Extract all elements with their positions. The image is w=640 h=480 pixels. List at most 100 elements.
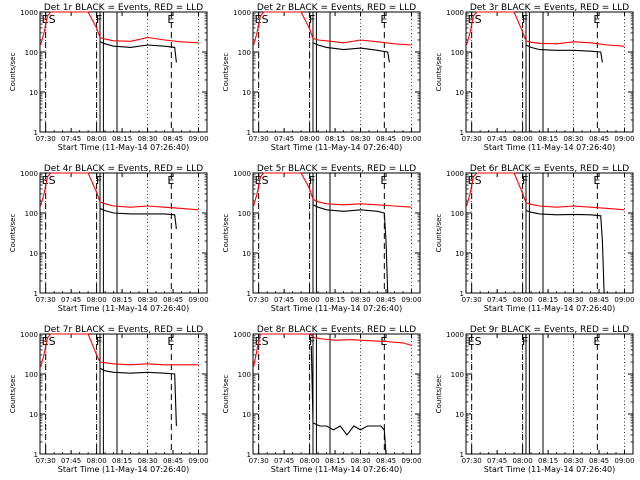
- y-tick-label: 1: [460, 129, 464, 137]
- panel-det-3: Det 3r BLACK = Events, RED = LLD 07:30 07:…: [435, 3, 635, 152]
- x-tick-label: 09:00: [614, 457, 634, 465]
- y-tick-label: 1000: [233, 331, 251, 339]
- x-tick-label: 08:00: [513, 296, 533, 304]
- panel-title: Det 7r BLACK = Events, RED = LLD: [44, 325, 203, 335]
- y-tick-label: 1: [34, 451, 38, 459]
- series-line: [525, 210, 605, 294]
- x-axis-label: Start Time (11-May-14 07:26:40): [484, 143, 615, 152]
- y-tick-label: 1000: [446, 9, 464, 17]
- x-tick-label: 08:00: [300, 457, 320, 465]
- y-tick-label: 1: [247, 290, 251, 298]
- y-tick-label: 100: [25, 49, 38, 57]
- x-tick-label: 09:00: [401, 296, 421, 304]
- series-line: [525, 44, 603, 63]
- x-axis-label: Start Time (11-May-14 07:26:40): [58, 304, 189, 313]
- y-tick-label: 10: [455, 89, 464, 97]
- x-tick-label: 08:30: [563, 296, 583, 304]
- plot-frame: [465, 333, 634, 455]
- panel-det-6: Det 6r BLACK = Events, RED = LLD 07:30 07:…: [435, 164, 635, 313]
- y-axis-label: Counts/sec: [435, 375, 443, 414]
- marker-label: E: [593, 13, 600, 26]
- x-tick-label: 07:45: [487, 135, 507, 143]
- y-tick-label: 1000: [446, 331, 464, 339]
- x-tick-label: 08:15: [538, 457, 558, 465]
- x-tick-label: 07:30: [36, 135, 56, 143]
- marker-label: ES: [42, 174, 56, 187]
- y-tick-label: 1000: [233, 170, 251, 178]
- x-tick-label: 08:45: [589, 296, 609, 304]
- x-tick-label: 08:30: [563, 457, 583, 465]
- x-tick-label: 08:15: [325, 457, 345, 465]
- x-tick-label: 08:15: [112, 296, 132, 304]
- x-tick-label: 08:00: [87, 296, 107, 304]
- panel-title: Det 1r BLACK = Events, RED = LLD: [44, 3, 203, 13]
- y-tick-label: 100: [25, 371, 38, 379]
- x-tick-label: 07:30: [462, 135, 482, 143]
- y-tick-label: 1000: [233, 9, 251, 17]
- plot-frame: [465, 11, 634, 133]
- y-axis-label: Counts/sec: [9, 375, 17, 414]
- x-tick-label: 09:00: [188, 457, 208, 465]
- y-tick-label: 1000: [20, 170, 38, 178]
- marker-label: E: [380, 13, 387, 26]
- y-tick-label: 1: [460, 290, 464, 298]
- x-tick-label: 07:45: [61, 296, 81, 304]
- panel-title: Det 9r BLACK = Events, RED = LLD: [470, 325, 629, 335]
- x-tick-label: 08:30: [137, 135, 157, 143]
- x-tick-label: 08:45: [376, 135, 396, 143]
- y-tick-label: 10: [455, 411, 464, 419]
- x-tick-label: 09:00: [614, 296, 634, 304]
- plot-frame: [39, 172, 208, 294]
- x-tick-label: 07:30: [249, 135, 269, 143]
- y-tick-label: 1: [247, 451, 251, 459]
- x-tick-label: 08:15: [538, 296, 558, 304]
- y-tick-label: 1: [460, 451, 464, 459]
- series-line: [466, 11, 625, 47]
- x-tick-label: 07:45: [487, 296, 507, 304]
- x-axis-label: Start Time (11-May-14 07:26:40): [58, 143, 189, 152]
- x-tick-label: 08:15: [112, 457, 132, 465]
- panel-title: Det 5r BLACK = Events, RED = LLD: [257, 164, 416, 174]
- marker-label: E: [167, 13, 174, 26]
- x-tick-label: 08:15: [325, 135, 345, 143]
- marker-label: ES: [255, 174, 269, 187]
- panel-det-8: Det 8r BLACK = Events, RED = LLD 07:30 07:…: [222, 325, 422, 474]
- y-axis-label: Counts/sec: [435, 214, 443, 253]
- x-tick-label: 09:00: [188, 296, 208, 304]
- y-axis-label: Counts/sec: [9, 214, 17, 253]
- x-tick-label: 08:00: [87, 135, 107, 143]
- x-tick-label: 07:45: [61, 457, 81, 465]
- panel-title: Det 8r BLACK = Events, RED = LLD: [257, 325, 416, 335]
- marker-label: ES: [468, 335, 482, 348]
- plot-frame: [39, 11, 208, 133]
- y-axis-label: Counts/sec: [222, 53, 230, 92]
- plot-frame: [252, 11, 421, 133]
- panel-title: Det 3r BLACK = Events, RED = LLD: [470, 3, 629, 13]
- x-tick-label: 07:45: [274, 457, 294, 465]
- panel-det-5: Det 5r BLACK = Events, RED = LLD 07:30 07:…: [222, 164, 422, 313]
- x-tick-label: 08:45: [163, 296, 183, 304]
- x-tick-label: 09:00: [401, 457, 421, 465]
- y-tick-label: 10: [455, 250, 464, 258]
- x-tick-label: 08:15: [325, 296, 345, 304]
- x-tick-label: 08:00: [513, 457, 533, 465]
- y-tick-label: 100: [451, 49, 464, 57]
- marker-label: ES: [42, 13, 56, 26]
- y-axis-label: Counts/sec: [9, 53, 17, 92]
- marker-label: F: [522, 174, 528, 187]
- y-tick-label: 10: [242, 89, 251, 97]
- y-tick-label: 100: [238, 210, 251, 218]
- panel-title: Det 6r BLACK = Events, RED = LLD: [470, 164, 629, 174]
- panel-det-2: Det 2r BLACK = Events, RED = LLD 07:30 07:…: [222, 3, 422, 152]
- x-tick-label: 08:30: [563, 135, 583, 143]
- y-tick-label: 1: [34, 290, 38, 298]
- x-tick-label: 09:00: [614, 135, 634, 143]
- y-tick-label: 1000: [20, 331, 38, 339]
- x-axis-label: Start Time (11-May-14 07:26:40): [484, 465, 615, 474]
- x-axis-label: Start Time (11-May-14 07:26:40): [484, 304, 615, 313]
- x-tick-label: 08:45: [376, 296, 396, 304]
- x-tick-label: 07:45: [487, 457, 507, 465]
- x-tick-label: 08:30: [137, 296, 157, 304]
- x-axis-label: Start Time (11-May-14 07:26:40): [271, 304, 402, 313]
